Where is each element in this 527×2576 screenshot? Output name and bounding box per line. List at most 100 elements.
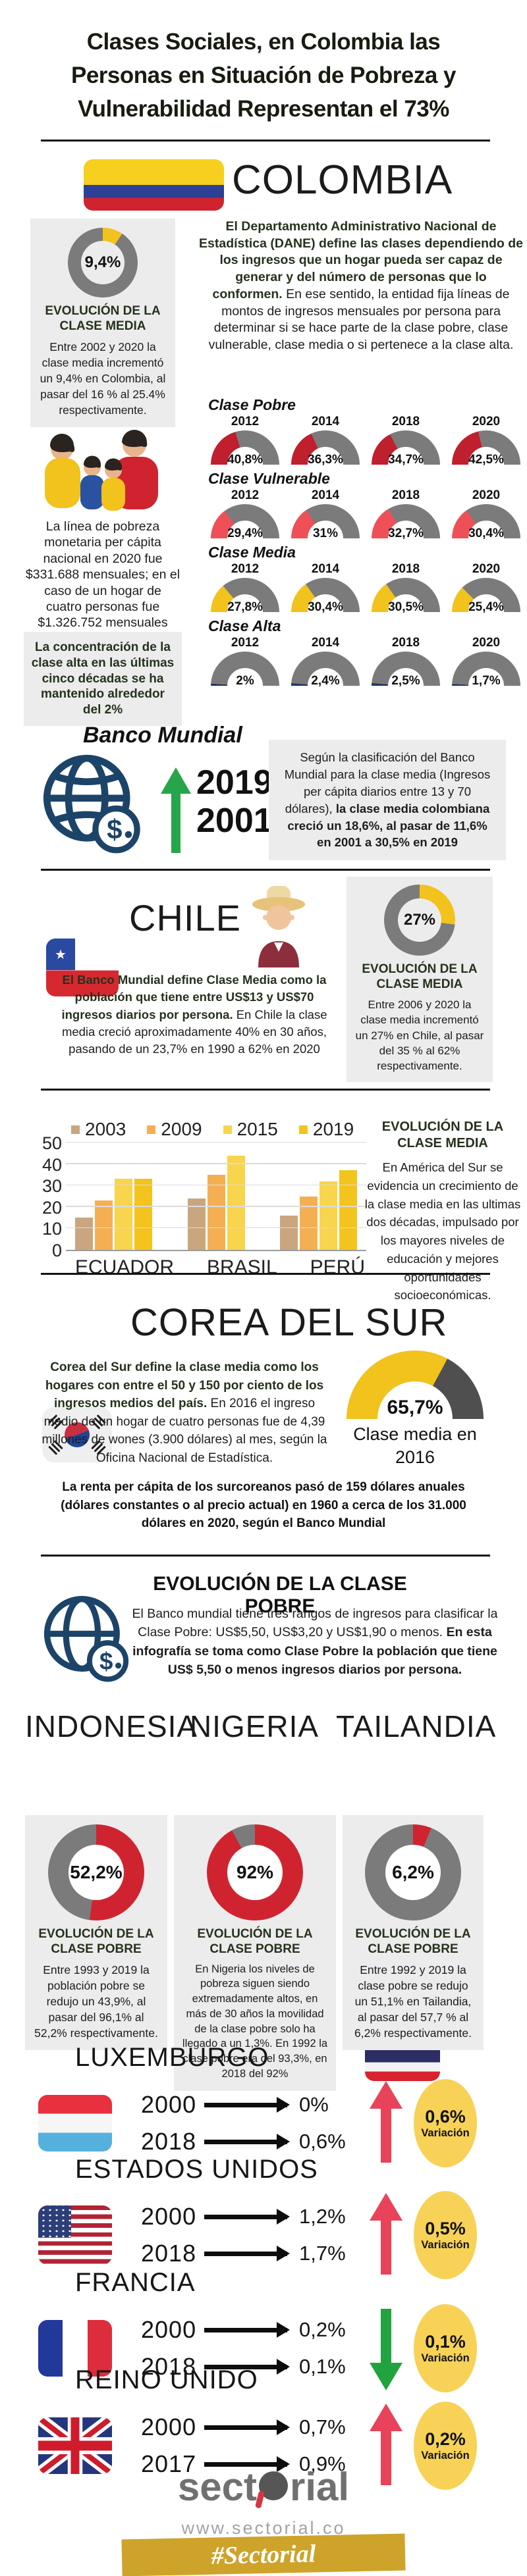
semicircle-gauge: 42,5% <box>452 430 520 465</box>
year-value: 0,7% <box>299 2415 346 2438</box>
class-label: Clase Pobre <box>208 396 296 413</box>
poverty-line-text: La línea de pobreza monetaria per cápita… <box>25 519 180 631</box>
gauge-year-label: 2014 <box>311 636 340 650</box>
pobre-heading: EVOLUCIÓN DE LA CLASE POBRE <box>153 1573 407 1617</box>
svg-text:$: $ <box>107 814 122 845</box>
gauge-slot: 2012 40,8% <box>208 415 282 465</box>
arrow-right-icon <box>204 2359 290 2375</box>
sa-text-block: EVOLUCIÓN DE LA CLASE MEDIA En América d… <box>362 1119 523 1304</box>
arrow-right-icon <box>204 2456 290 2472</box>
legend-label: 2003 <box>85 1119 126 1139</box>
gauge-value: 34,7% <box>388 453 424 465</box>
arrow-right-icon <box>204 2322 290 2338</box>
variation-label: Variación <box>421 2450 470 2461</box>
chart-y-axis: 0 10 20 30 40 50 <box>37 1133 66 1260</box>
y-tick-label: 20 <box>42 1197 62 1218</box>
bar <box>95 1200 113 1250</box>
trend-down-arrow-icon <box>370 2309 402 2390</box>
korea-heading: COREA DEL SUR <box>130 1301 448 1344</box>
semicircle-gauge: 30,5% <box>372 578 440 613</box>
variation-badge: 0,2% Variación <box>414 2402 477 2490</box>
usa-flag-canton <box>38 2205 72 2238</box>
variation-badge: 0,6% Variación <box>414 2079 477 2167</box>
year-value: 0,6% <box>299 2130 346 2153</box>
donut-value: 6,2% <box>385 1844 441 1901</box>
class-label: Clase Vulnerable <box>208 470 330 487</box>
gauge-value: 42,5% <box>468 453 504 465</box>
y-tick-label: 30 <box>42 1176 62 1197</box>
class-label: Clase Alta <box>208 617 281 634</box>
card-body: En Nigeria los niveles de pobreza siguen… <box>182 1963 328 2080</box>
pobre-text-bold: En esta infografía se toma como Clase Po… <box>132 1625 497 1677</box>
gauge-slot: 2020 25,4% <box>449 562 523 613</box>
card-body: Entre 1992 y 2019 la clase pobre se redu… <box>354 1963 472 2040</box>
gauge-year-label: 2018 <box>391 562 420 576</box>
logo-o-icon <box>255 2471 289 2509</box>
semicircle-gauge: 25,4% <box>452 578 520 613</box>
gauge-slot: 2012 29,4% <box>208 488 282 539</box>
nigeria-pobre-card: 92% EVOLUCIÓN DE LA CLASE POBRE En Niger… <box>174 1815 336 2091</box>
usa-flag-icon <box>38 2205 112 2265</box>
semicircle-gauge: 36,3% <box>291 430 360 465</box>
gauge-slot: 2018 2,5% <box>369 636 443 686</box>
banco-note-card: Según la clasificación del Banco Mundial… <box>269 740 506 861</box>
donut-value: 92% <box>227 1844 283 1901</box>
year-label: 2018 <box>141 2353 197 2380</box>
variation-label: Variación <box>421 2239 470 2251</box>
gauge-year-label: 2012 <box>231 562 260 576</box>
indonesia-heading: INDONESIA <box>25 1709 198 1743</box>
year-value: 1,2% <box>299 2205 346 2228</box>
uk-flag-icon <box>38 2417 112 2474</box>
south-korea-flag-icon <box>42 1407 112 1462</box>
gauge-slot: 2014 36,3% <box>289 415 362 465</box>
year-label: 2018 <box>141 2128 197 2155</box>
sectorial-logo: sect rial <box>177 2465 350 2509</box>
card-body: Entre 2006 y 2020 la clase media increme… <box>355 998 484 1073</box>
bar-group <box>75 1156 152 1250</box>
class-group: Clase Pobre 2012 40,8% 2014 36,3% 2018 34,7% 20… <box>208 396 523 465</box>
gauge-value: 2,4% <box>311 674 340 686</box>
bar <box>300 1196 318 1250</box>
gauge-year-label: 2014 <box>311 562 340 576</box>
luxembourg-flag-icon <box>38 2095 112 2151</box>
nigeria-heading: NIGERIA <box>189 1709 319 1743</box>
legend-swatch <box>71 1125 80 1134</box>
year-value: 0,9% <box>299 2452 346 2475</box>
chile-media-donut-chart: 27% <box>384 885 455 956</box>
semicircle-gauge: 30,4% <box>291 578 360 613</box>
bar <box>115 1179 132 1250</box>
semicircle-gauge: 29,4% <box>211 504 279 539</box>
hashtag-text: #Sectorial <box>211 2540 316 2570</box>
bar <box>319 1181 337 1250</box>
banco-mundial-heading: Banco Mundial <box>83 723 242 748</box>
korea-note: La renta per cápita de los surcoreanos p… <box>61 1480 466 1531</box>
bar <box>227 1155 245 1250</box>
divider <box>41 1555 490 1557</box>
gauge-value: 27,8% <box>227 600 263 613</box>
banco-year-bottom: 2001 <box>196 802 273 840</box>
semicircle-gauge: 1,7% <box>452 652 520 686</box>
dane-text-rest: En ese sentido, la entidad fija líneas d… <box>208 286 514 353</box>
sa-body: En América del Sur se evidencia un creci… <box>364 1160 521 1302</box>
footer-url[interactable]: www.sectorial.co <box>181 2518 346 2538</box>
luxemburgo-block: LUXEMBURGO 2000 0% 2018 0,6% 0,6% Variació… <box>38 2043 495 2167</box>
gauge-year-label: 2018 <box>391 488 420 502</box>
korea-gauge-chart: 65,7% <box>347 1351 484 1419</box>
year-label: 2000 <box>141 2091 197 2118</box>
year-label: 2000 <box>141 2413 197 2440</box>
colombia-flag-icon <box>84 159 224 211</box>
france-flag-icon <box>38 2320 112 2377</box>
variation-value: 0,1% <box>425 2332 466 2352</box>
bar <box>134 1179 152 1250</box>
francia-heading: FRANCIA <box>75 2268 196 2297</box>
gauge-slot: 2018 30,5% <box>369 562 443 613</box>
korea-para-bold: Corea del Sur define la clase media como… <box>45 1360 324 1411</box>
trend-up-arrow-icon <box>370 2193 402 2275</box>
estados-unidos-block: ESTADOS UNIDOS 2000 1,2% 2018 1,7% 0,5% Va… <box>38 2155 495 2279</box>
year-value: 0,2% <box>299 2318 346 2341</box>
variation-label: Variación <box>421 2127 470 2139</box>
y-tick-label: 50 <box>42 1133 62 1153</box>
class-group: Clase Alta 2012 2% 2014 2,4% 2018 2,5% 2020 1,7% <box>208 617 523 686</box>
pobre-text-normal: El Banco mundial tiene tres rangos de in… <box>132 1607 498 1640</box>
bar-group <box>187 1155 245 1250</box>
